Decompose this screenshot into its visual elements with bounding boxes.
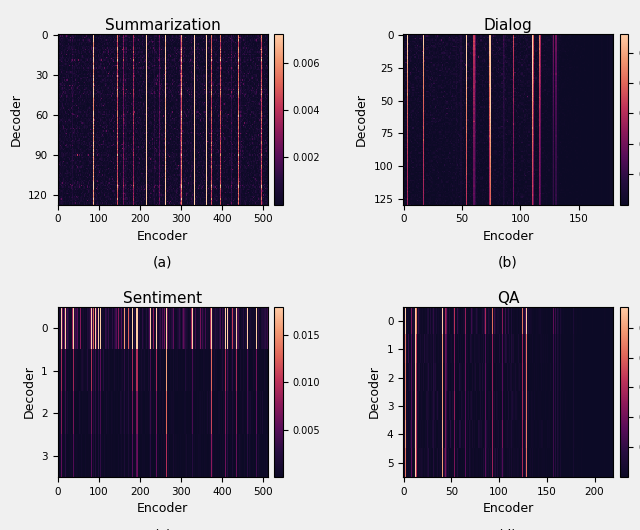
- Y-axis label: Decoder: Decoder: [22, 366, 36, 418]
- X-axis label: Encoder: Encoder: [137, 230, 188, 243]
- Title: Sentiment: Sentiment: [123, 290, 202, 306]
- Text: (a): (a): [153, 255, 172, 270]
- Y-axis label: Decoder: Decoder: [10, 93, 22, 146]
- Y-axis label: Decoder: Decoder: [368, 366, 381, 418]
- Title: Dialog: Dialog: [484, 18, 532, 33]
- X-axis label: Encoder: Encoder: [137, 502, 188, 515]
- Y-axis label: Decoder: Decoder: [355, 93, 368, 146]
- Text: (c): (c): [154, 528, 172, 530]
- Title: QA: QA: [497, 290, 519, 306]
- Text: (b): (b): [498, 255, 518, 270]
- X-axis label: Encoder: Encoder: [483, 230, 534, 243]
- Title: Summarization: Summarization: [105, 18, 221, 33]
- Text: (d): (d): [498, 528, 518, 530]
- X-axis label: Encoder: Encoder: [483, 502, 534, 515]
